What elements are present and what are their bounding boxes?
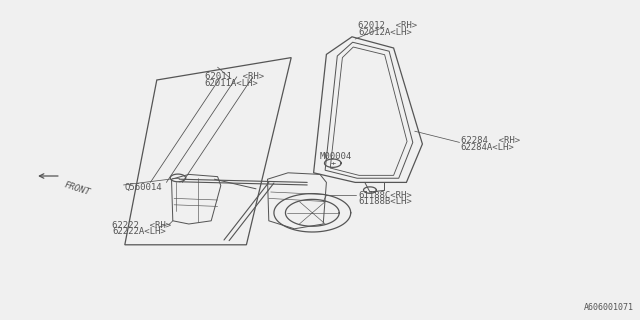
Text: M00004: M00004 <box>320 152 352 161</box>
Text: 61188C<RH>: 61188C<RH> <box>358 191 412 200</box>
Text: 62222  <RH>: 62222 <RH> <box>112 221 171 230</box>
Text: 62284A<LH>: 62284A<LH> <box>461 143 515 152</box>
Text: Q560014: Q560014 <box>125 183 163 192</box>
Text: 62011A<LH>: 62011A<LH> <box>205 79 259 88</box>
Text: 62011  <RH>: 62011 <RH> <box>205 72 264 81</box>
Text: 62012  <RH>: 62012 <RH> <box>358 21 417 30</box>
Text: 62222A<LH>: 62222A<LH> <box>112 228 166 236</box>
Text: 61188B<LH>: 61188B<LH> <box>358 197 412 206</box>
Text: A606001071: A606001071 <box>584 303 634 312</box>
Text: FRONT: FRONT <box>63 181 91 198</box>
Text: 62012A<LH>: 62012A<LH> <box>358 28 412 36</box>
Text: 62284  <RH>: 62284 <RH> <box>461 136 520 145</box>
